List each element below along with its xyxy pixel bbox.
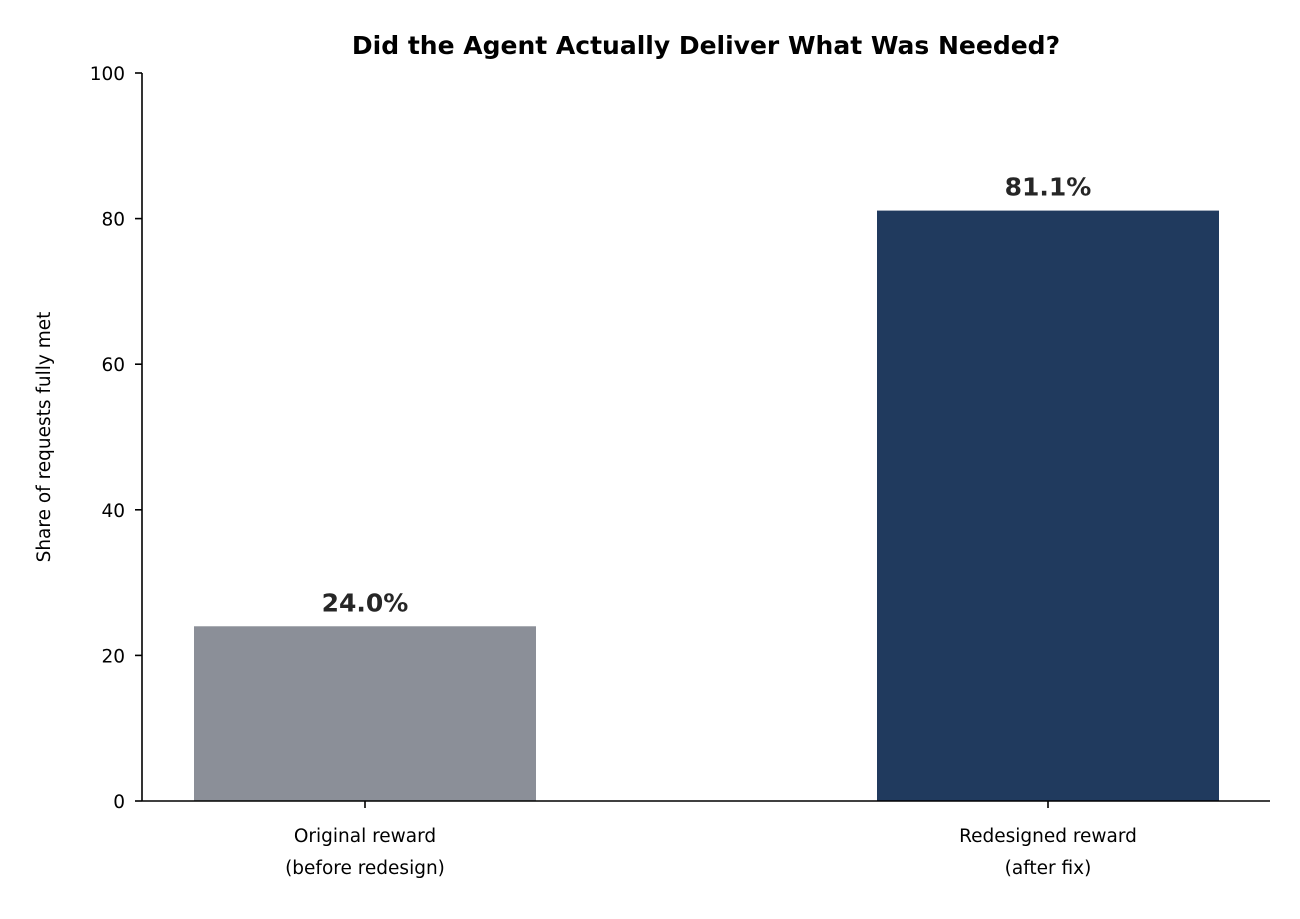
chart-title: Did the Agent Actually Deliver What Was … [352,31,1060,60]
y-tick-label-0: 0 [113,792,125,813]
y-tick-label-100: 100 [90,64,125,85]
bar-0 [194,626,536,801]
y-tick-label-80: 80 [101,210,125,231]
x-tick-label-1-line-0: Redesigned reward [959,826,1137,847]
y-axis-ticks: 0 20 40 60 80 100 [90,64,142,813]
value-label-0: 24.0% [322,588,409,617]
bars-group [194,210,1219,802]
x-tick-label-0-line-1: (before redesign) [285,858,445,879]
x-tick-label-1: Redesigned reward (after fix) [959,826,1137,879]
y-tick-label-20: 20 [101,646,125,667]
y-axis-label: Share of requests fully met [34,312,55,563]
x-tick-label-0-line-0: Original reward [294,826,436,847]
value-labels-group: 24.0% 81.1% [322,173,1092,618]
x-axis-ticks: Original reward (before redesign) Redesign… [285,801,1137,879]
x-tick-label-1-line-1: (after fix) [1005,858,1092,879]
y-tick-label-60: 60 [101,355,125,376]
x-tick-label-0: Original reward (before redesign) [285,826,445,879]
value-label-1: 81.1% [1005,173,1092,202]
y-tick-label-40: 40 [101,501,125,522]
bar-1 [877,210,1219,802]
